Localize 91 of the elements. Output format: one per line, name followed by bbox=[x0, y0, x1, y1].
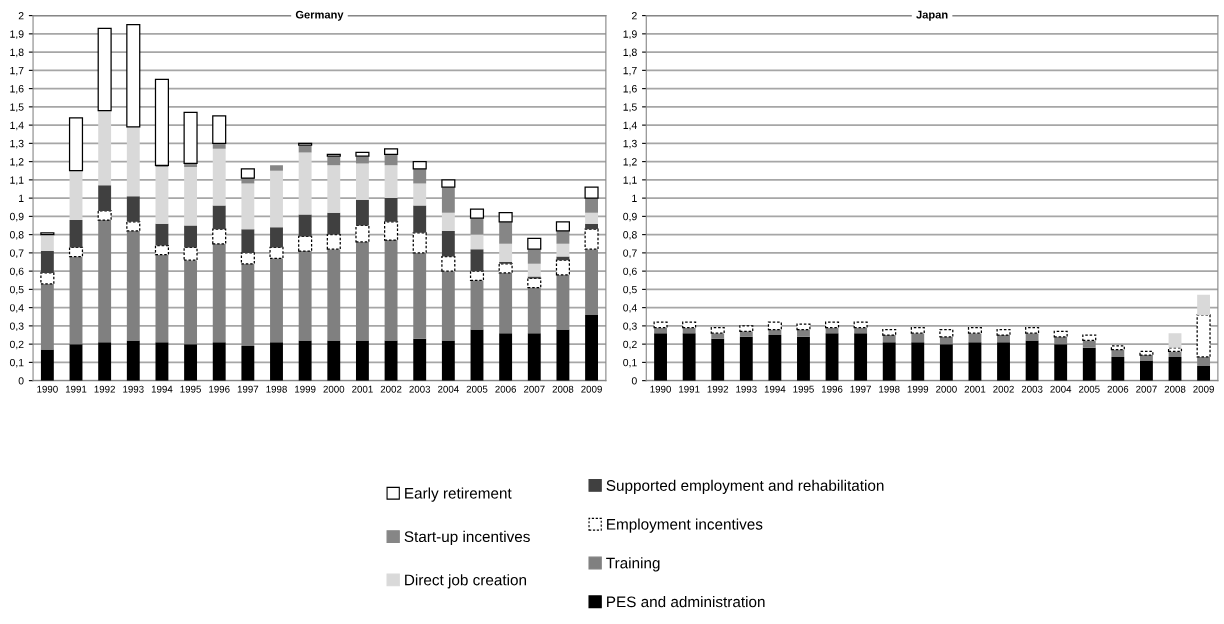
x-tick-label: 1998 bbox=[266, 385, 287, 393]
chart-title: Germany bbox=[295, 10, 344, 21]
y-tick-label: 0,8 bbox=[9, 231, 24, 240]
x-tick-label: 1999 bbox=[907, 385, 929, 393]
x-tick-label: 2002 bbox=[993, 385, 1014, 393]
y-tick-label: 1,2 bbox=[623, 158, 637, 167]
x-tick-label: 2007 bbox=[523, 385, 545, 393]
y-tick-label: 0,3 bbox=[623, 322, 637, 331]
x-tick-label: 2005 bbox=[466, 385, 488, 393]
legend-label: Direct job creation bbox=[405, 574, 527, 589]
y-tick-label: 1,5 bbox=[10, 103, 24, 112]
y-tick-label: 0,8 bbox=[623, 231, 637, 240]
y-tick-label: 0 bbox=[631, 377, 637, 385]
x-tick-label: 2007 bbox=[1136, 385, 1157, 393]
x-tick-label: 2000 bbox=[936, 385, 957, 393]
y-tick-label: 1,4 bbox=[10, 121, 24, 131]
x-tick-label: 2004 bbox=[1050, 385, 1072, 393]
x-tick-label: 1992 bbox=[707, 385, 729, 393]
y-tick-label: 1,6 bbox=[623, 85, 637, 94]
y-tick-label: 1,4 bbox=[623, 121, 637, 131]
x-tick-label: 1995 bbox=[180, 385, 201, 393]
y-tick-label: 1,8 bbox=[623, 48, 637, 58]
x-tick-label: 1997 bbox=[237, 385, 259, 393]
y-tick-label: 0,5 bbox=[9, 285, 24, 295]
y-tick-label: 0,5 bbox=[623, 285, 637, 295]
y-tick-label: 1,9 bbox=[10, 30, 24, 39]
y-tick-label: 0,7 bbox=[623, 249, 637, 258]
y-tick-label: 1,5 bbox=[623, 103, 637, 112]
x-tick-label: 1990 bbox=[650, 385, 671, 393]
y-tick-label: 1,7 bbox=[10, 66, 24, 76]
y-tick-label: 0,6 bbox=[623, 267, 637, 277]
x-tick-label: 2008 bbox=[552, 385, 574, 393]
y-tick-label: 1 bbox=[19, 194, 24, 202]
x-tick-label: 1990 bbox=[37, 385, 58, 393]
legend-label: Employment incentives bbox=[607, 518, 763, 533]
y-tick-label: 1,8 bbox=[10, 48, 24, 58]
legend-label: Early retirement bbox=[405, 487, 512, 502]
x-tick-label: 2001 bbox=[964, 385, 986, 393]
legend-label: PES and administration bbox=[607, 596, 765, 608]
x-tick-label: 2000 bbox=[323, 385, 345, 393]
y-tick-label: 2 bbox=[631, 12, 637, 20]
legend-label: Supported employment and rehabilitation bbox=[606, 479, 884, 494]
y-tick-label: 0,2 bbox=[623, 340, 637, 350]
y-tick-label: 1,1 bbox=[623, 176, 637, 185]
y-tick-label: 0,1 bbox=[9, 358, 24, 368]
x-tick-label: 2006 bbox=[1107, 385, 1129, 393]
y-tick-label: 0,4 bbox=[623, 304, 637, 313]
x-tick-label: 2003 bbox=[409, 385, 431, 393]
y-tick-label: 0,1 bbox=[623, 358, 637, 368]
x-tick-label: 2004 bbox=[438, 385, 459, 393]
y-tick-label: 1 bbox=[632, 194, 637, 202]
y-tick-label: 0,9 bbox=[623, 212, 637, 222]
x-tick-label: 1997 bbox=[850, 385, 871, 393]
x-tick-label: 1994 bbox=[151, 385, 173, 393]
y-tick-label: 2 bbox=[18, 12, 24, 20]
x-tick-label: 1991 bbox=[679, 385, 700, 393]
x-tick-label: 1996 bbox=[209, 385, 230, 393]
y-tick-label: 1,9 bbox=[623, 30, 637, 39]
y-tick-label: 0,4 bbox=[9, 304, 24, 313]
x-tick-label: 1996 bbox=[821, 385, 843, 393]
x-tick-label: 1998 bbox=[879, 385, 900, 393]
x-tick-label: 2005 bbox=[1078, 385, 1100, 393]
y-tick-label: 1,6 bbox=[10, 85, 24, 94]
y-tick-label: 1,1 bbox=[10, 176, 24, 185]
x-tick-label: 1991 bbox=[65, 385, 87, 393]
x-tick-label: 1995 bbox=[793, 385, 814, 393]
x-tick-label: 2008 bbox=[1164, 385, 1186, 393]
x-tick-label: 2001 bbox=[352, 385, 373, 393]
y-tick-label: 0,2 bbox=[9, 340, 24, 350]
y-tick-label: 1,7 bbox=[623, 66, 637, 76]
y-tick-label: 0,7 bbox=[9, 249, 24, 258]
legend-label: Training bbox=[606, 557, 660, 572]
x-tick-label: 2009 bbox=[581, 385, 602, 393]
y-tick-label: 1,3 bbox=[623, 139, 637, 149]
y-tick-label: 0,9 bbox=[9, 212, 24, 222]
y-tick-label: 0,3 bbox=[9, 322, 24, 331]
x-tick-label: 1994 bbox=[764, 385, 786, 393]
x-tick-label: 2006 bbox=[495, 385, 517, 393]
y-tick-label: 1,3 bbox=[10, 139, 24, 149]
y-tick-label: 0,6 bbox=[9, 267, 24, 277]
x-tick-label: 1999 bbox=[295, 385, 316, 393]
x-tick-label: 1992 bbox=[94, 385, 115, 393]
legend-label: Start-up incentives bbox=[404, 530, 530, 546]
x-tick-label: 2003 bbox=[1021, 385, 1043, 393]
x-tick-label: 1993 bbox=[123, 385, 144, 393]
x-tick-label: 2009 bbox=[1193, 385, 1214, 393]
y-tick-label: 0 bbox=[18, 377, 24, 385]
x-tick-label: 1993 bbox=[736, 385, 757, 393]
x-tick-label: 2002 bbox=[380, 385, 402, 393]
chart-title: Japan bbox=[916, 10, 948, 21]
y-tick-label: 1,2 bbox=[10, 158, 24, 167]
